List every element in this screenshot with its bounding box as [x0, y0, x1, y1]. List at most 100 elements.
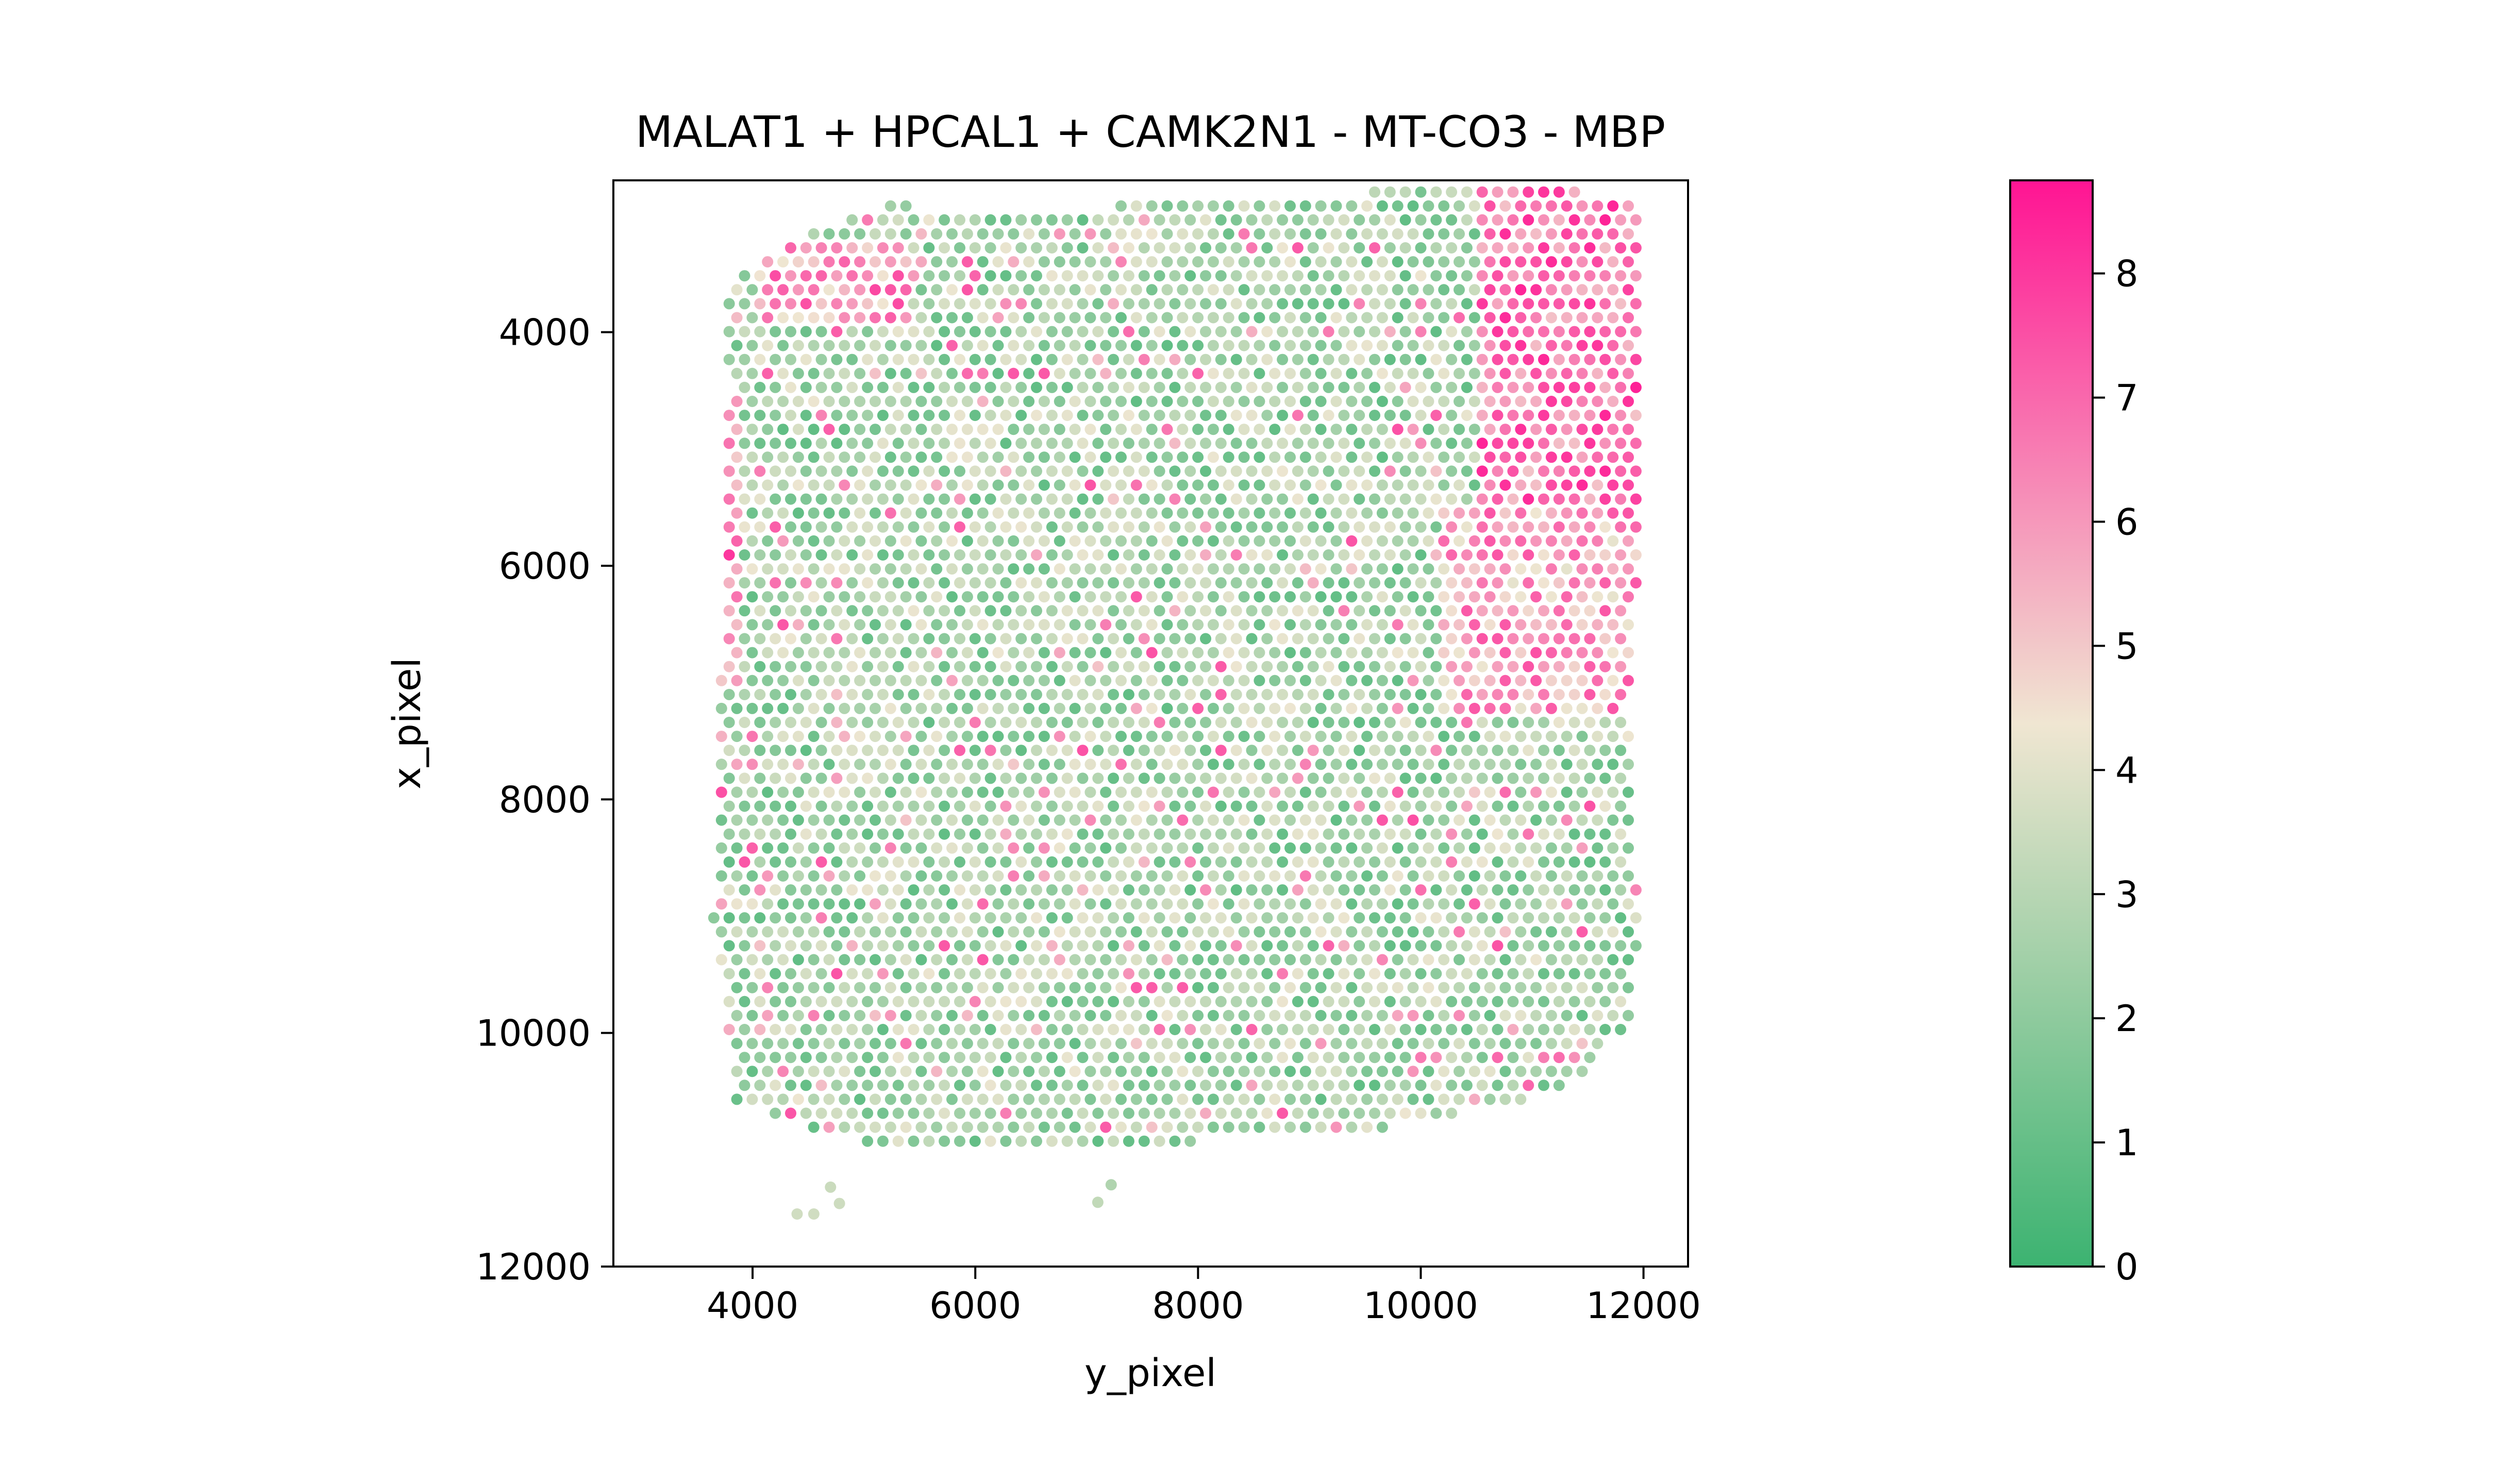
spot-point: [1523, 437, 1534, 449]
spot-point: [1015, 828, 1027, 840]
spot-point: [870, 284, 881, 296]
spot-point: [1054, 786, 1065, 798]
spot-point: [1207, 1121, 1219, 1133]
spot-point: [1454, 563, 1465, 575]
spot-point: [1000, 214, 1012, 226]
spot-point: [954, 1080, 965, 1091]
spot-point: [1461, 745, 1473, 756]
spot-point: [946, 424, 958, 435]
spot-point: [1523, 884, 1534, 896]
spot-point: [1468, 424, 1480, 435]
spot-point: [1346, 535, 1358, 547]
spot-point: [954, 912, 965, 924]
spot-point: [1592, 591, 1604, 603]
spot-point: [1499, 731, 1511, 743]
spot-point: [1568, 521, 1580, 533]
spot-point: [1238, 758, 1250, 770]
spot-point: [1008, 312, 1020, 324]
spot-point: [1192, 674, 1204, 686]
spot-point: [892, 1052, 904, 1064]
spot-point: [1123, 1052, 1134, 1064]
spot-point: [823, 396, 835, 407]
spot-point: [900, 619, 912, 631]
spot-point: [1269, 898, 1281, 910]
spot-point: [1346, 479, 1358, 491]
spot-point: [846, 856, 858, 868]
spot-point: [1623, 898, 1634, 910]
spot-point: [1507, 493, 1519, 505]
spot-point: [808, 758, 820, 770]
spot-point: [1330, 674, 1342, 686]
spot-point: [923, 465, 935, 477]
spot-point: [1315, 200, 1327, 212]
spot-point: [1000, 800, 1012, 812]
spot-point: [1369, 1052, 1380, 1064]
spot-point: [1438, 842, 1450, 854]
spot-point: [1015, 912, 1027, 924]
spot-point: [1023, 814, 1035, 826]
spot-point: [1061, 745, 1073, 756]
spot-point: [754, 968, 766, 980]
spot-point: [1361, 396, 1373, 407]
spot-point: [946, 1066, 958, 1077]
spot-point: [1538, 326, 1549, 338]
spot-point: [1538, 465, 1549, 477]
spot-point: [1599, 214, 1611, 226]
spot-point: [1446, 298, 1458, 310]
spot-point: [1061, 940, 1073, 952]
spot-point: [1130, 228, 1142, 240]
spot-point: [1254, 870, 1265, 882]
spot-point: [931, 312, 943, 324]
spot-point: [1499, 535, 1511, 547]
spot-point: [1561, 1038, 1573, 1050]
spot-point: [969, 688, 981, 700]
spot-point: [1561, 731, 1573, 743]
spot-point: [1084, 814, 1096, 826]
spot-point: [862, 912, 874, 924]
spot-point: [1192, 367, 1204, 379]
spot-point: [1192, 507, 1204, 519]
spot-point: [1015, 493, 1027, 505]
spot-point: [823, 591, 835, 603]
spot-point: [1561, 954, 1573, 966]
spot-point: [1484, 228, 1496, 240]
spot-point: [1507, 940, 1519, 952]
spot-point: [1061, 717, 1073, 728]
spot-point: [1576, 228, 1588, 240]
spot-point: [1515, 479, 1527, 491]
spot-point: [969, 1135, 981, 1147]
spot-point: [1407, 1066, 1419, 1077]
spot-point: [1507, 410, 1519, 421]
spot-point: [1545, 312, 1557, 324]
spot-point: [1530, 1009, 1542, 1021]
spot-point: [892, 493, 904, 505]
spot-point: [1307, 912, 1319, 924]
spot-point: [1023, 479, 1035, 491]
spot-point: [954, 772, 965, 784]
spot-point: [823, 1093, 835, 1105]
spot-point: [1138, 772, 1150, 784]
spot-point: [1092, 465, 1104, 477]
spot-point: [1269, 256, 1281, 268]
spot-point: [1461, 1024, 1473, 1035]
spot-point: [1207, 451, 1219, 463]
spot-point: [1446, 940, 1458, 952]
spot-point: [831, 884, 843, 896]
spot-point: [723, 605, 735, 617]
spot-point: [808, 396, 820, 407]
spot-point: [1515, 507, 1527, 519]
spot-point: [1315, 312, 1327, 324]
spot-point: [946, 702, 958, 714]
spot-point: [1146, 228, 1158, 240]
spot-point: [1008, 591, 1020, 603]
spot-point: [961, 758, 973, 770]
spot-point: [1100, 926, 1112, 938]
spot-point: [1161, 340, 1173, 351]
spot-point: [961, 535, 973, 547]
spot-point: [1561, 898, 1573, 910]
spot-point: [1130, 926, 1142, 938]
spot-point: [1592, 674, 1604, 686]
spot-point: [915, 591, 927, 603]
spot-point: [792, 758, 804, 770]
spot-point: [1399, 688, 1411, 700]
